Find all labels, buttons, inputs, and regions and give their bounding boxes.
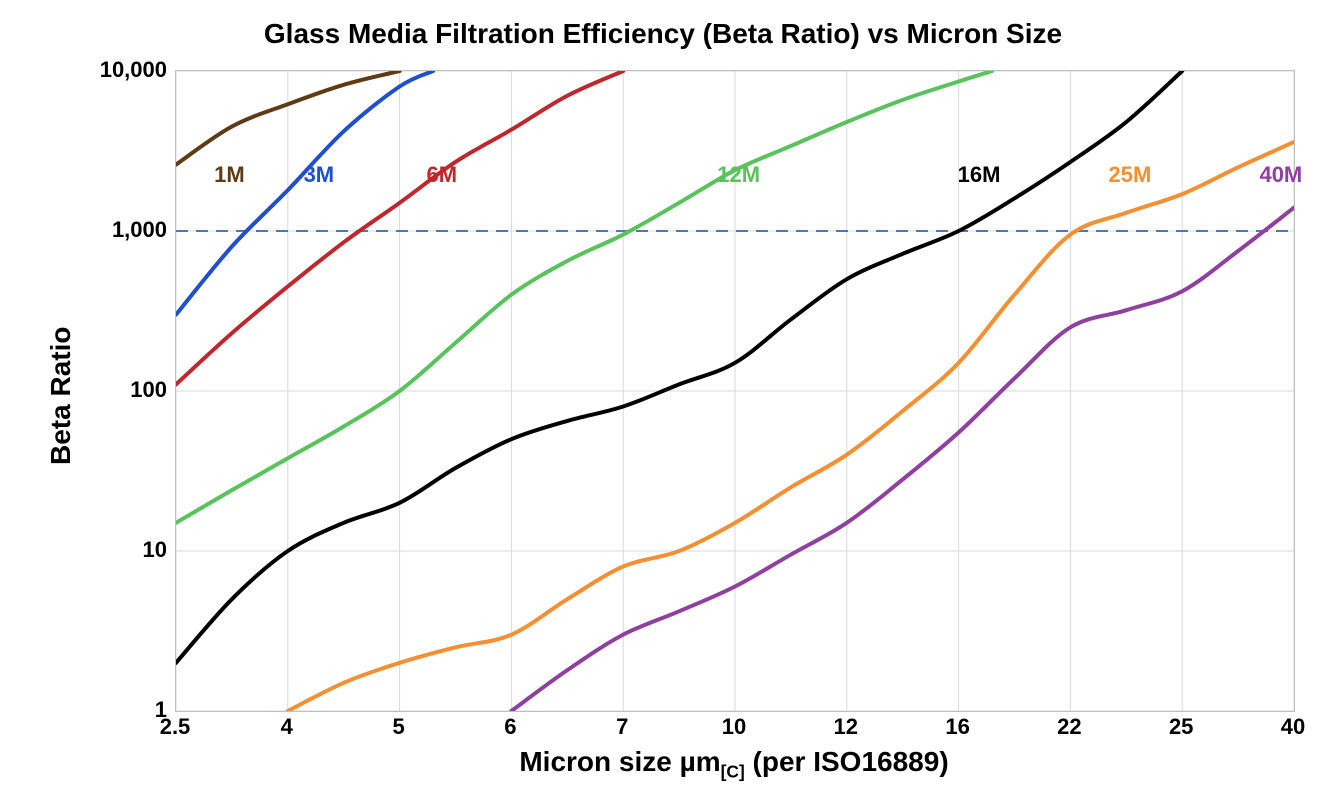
x-tick-label: 6 [504, 714, 516, 740]
x-axis-title-subscript: [C] [721, 762, 745, 782]
series-40M [511, 208, 1294, 711]
series-label-16M: 16M [958, 162, 1001, 188]
y-tick-label: 1,000 [112, 217, 167, 243]
x-tick-label: 5 [392, 714, 404, 740]
series-12M [176, 71, 992, 523]
series-label-40M: 40M [1259, 162, 1302, 188]
series-16M [176, 71, 1182, 663]
x-tick-label: 12 [834, 714, 858, 740]
x-axis-title-suffix: (per ISO16889) [745, 746, 949, 777]
y-tick-label: 10 [143, 537, 167, 563]
series-label-1M: 1M [214, 162, 245, 188]
x-tick-label: 10 [722, 714, 746, 740]
chart-container: Glass Media Filtration Efficiency (Beta … [0, 0, 1326, 802]
x-tick-label: 4 [281, 714, 293, 740]
x-tick-label: 7 [616, 714, 628, 740]
series-label-3M: 3M [304, 162, 335, 188]
x-axis-title: Micron size µm[C] (per ISO16889) [175, 746, 1293, 783]
y-axis-title: Beta Ratio [45, 327, 77, 465]
x-tick-label: 16 [945, 714, 969, 740]
y-tick-label: 100 [130, 377, 167, 403]
x-tick-label: 22 [1057, 714, 1081, 740]
series-3M [176, 71, 433, 315]
chart-title: Glass Media Filtration Efficiency (Beta … [0, 18, 1326, 50]
y-tick-label: 10,000 [100, 57, 167, 83]
x-tick-label: 2.5 [160, 714, 191, 740]
x-tick-label: 25 [1169, 714, 1193, 740]
series-25M [288, 142, 1294, 711]
x-axis-title-prefix: Micron size µm [519, 746, 720, 777]
series-label-6M: 6M [427, 162, 458, 188]
x-tick-label: 40 [1281, 714, 1305, 740]
series-label-25M: 25M [1109, 162, 1152, 188]
series-label-12M: 12M [717, 162, 760, 188]
